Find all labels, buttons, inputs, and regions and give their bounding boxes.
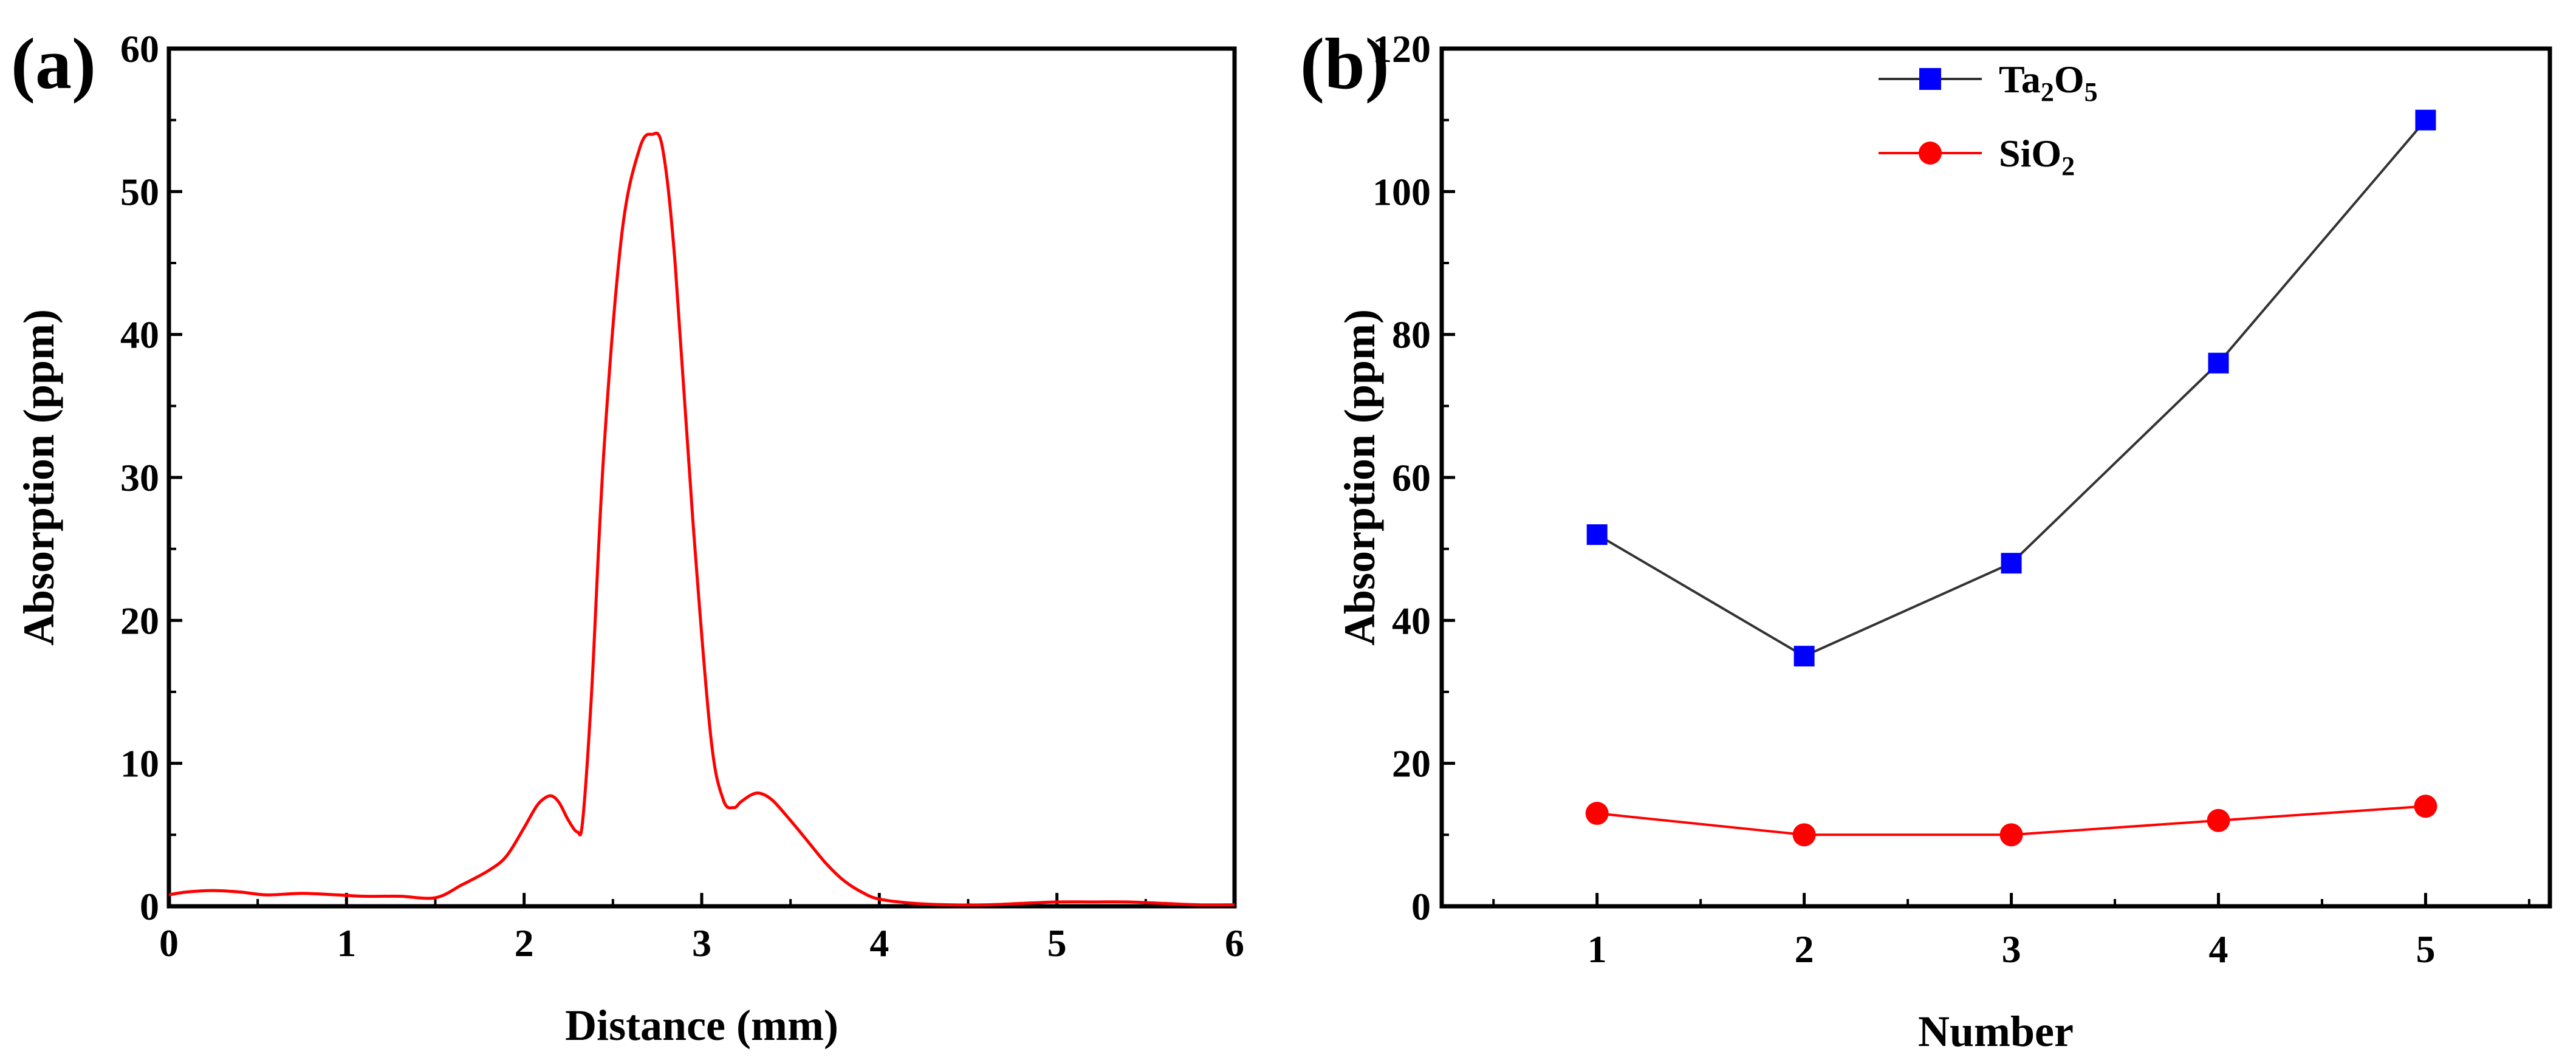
legend-series-2-sub1: 2 bbox=[2061, 151, 2075, 181]
panel-b-series-1-line bbox=[1596, 119, 2427, 658]
legend-series-1-sub2: 5 bbox=[2084, 77, 2098, 107]
panel-a-x-tick-label: 5 bbox=[1047, 921, 1067, 965]
panel-a-y-tick-label: 50 bbox=[120, 170, 159, 213]
panel-b-series-2-point bbox=[1999, 823, 2023, 847]
panel-a-y-tick-label: 30 bbox=[120, 456, 159, 499]
panel-b-y-tick-label: 80 bbox=[1392, 313, 1431, 357]
panel-a-x-tick-label: 2 bbox=[515, 921, 534, 965]
panel-b-y-tick-label: 40 bbox=[1392, 599, 1431, 642]
panel-a-y-tick-label: 20 bbox=[120, 599, 159, 642]
legend-series-1-base: Ta bbox=[1999, 58, 2041, 101]
panel-b-y-tick-label: 100 bbox=[1372, 170, 1431, 213]
legend-series-2-base: SiO bbox=[1999, 132, 2061, 175]
panel-a-y-tick-label: 60 bbox=[120, 27, 159, 70]
panel-a-absorption-line bbox=[168, 131, 1235, 907]
panel-b-series-1-point bbox=[2208, 352, 2229, 374]
panel-a-x-tick-label: 1 bbox=[337, 921, 356, 965]
panel-b-series-2-point bbox=[2414, 795, 2437, 818]
legend-marker-series-2 bbox=[1919, 142, 1942, 165]
panel-b-series-1-point bbox=[1586, 524, 1608, 545]
legend-series-1-sub1: 2 bbox=[2041, 77, 2054, 107]
legend-series-1-mid: O bbox=[2054, 58, 2084, 101]
panel-b-y-tick-label: 120 bbox=[1372, 27, 1431, 70]
panel-a-label: (a) bbox=[11, 23, 96, 104]
panel-b-x-tick-label: 4 bbox=[2209, 928, 2228, 971]
panel-b-x-tick-label: 1 bbox=[1588, 928, 1607, 971]
panel-b-label: (b) bbox=[1300, 23, 1389, 104]
panel-a-y-axis-title: Absorption (ppm) bbox=[15, 309, 63, 646]
panel-b-legend: Ta2O5 SiO2 bbox=[1879, 58, 2098, 181]
panel-b-series-2-point bbox=[2207, 808, 2230, 832]
panel-b-frame bbox=[1439, 46, 2552, 909]
panel-a-x-axis-title: Distance (mm) bbox=[565, 1001, 838, 1050]
panel-b-y-axis-title: Absorption (ppm) bbox=[1335, 309, 1384, 646]
panel-a-y-tick-label: 0 bbox=[140, 885, 159, 928]
legend-marker-series-1 bbox=[1919, 68, 1941, 90]
panel-b-series-2-point bbox=[1585, 802, 1609, 825]
panel-b-y-tick-label: 60 bbox=[1392, 456, 1431, 499]
panel-a-x-tick-label: 0 bbox=[159, 921, 179, 965]
panel-b-x-axis-title: Number bbox=[1918, 1007, 2074, 1056]
panel-a-x-tick-label: 6 bbox=[1225, 921, 1244, 965]
panel-b-series-2-point bbox=[1792, 823, 1816, 847]
panel-b-x-tick-label: 2 bbox=[1795, 928, 1814, 971]
panel-b-y-tick-label: 20 bbox=[1392, 742, 1431, 785]
panel-b-y-tick-label: 0 bbox=[1411, 885, 1431, 928]
panel-b-x-tick-label: 5 bbox=[2416, 928, 2435, 971]
panel-a-y-tick-label: 10 bbox=[120, 742, 159, 785]
panel-b-series-1-point bbox=[2415, 109, 2436, 131]
panel-b-x-tick-label: 3 bbox=[2002, 928, 2021, 971]
legend-label-series-1: Ta2O5 bbox=[1999, 58, 2098, 107]
panel-a-y-tick-label: 40 bbox=[120, 313, 159, 357]
panel-a-x-tick-label: 3 bbox=[692, 921, 711, 965]
panel-a-x-tick-label: 4 bbox=[869, 921, 889, 965]
panel-a-frame bbox=[166, 46, 1237, 909]
panel-b-series-1-point bbox=[2001, 553, 2022, 574]
panel-b-series-1-point bbox=[1793, 646, 1815, 667]
legend-label-series-2: SiO2 bbox=[1999, 132, 2075, 181]
